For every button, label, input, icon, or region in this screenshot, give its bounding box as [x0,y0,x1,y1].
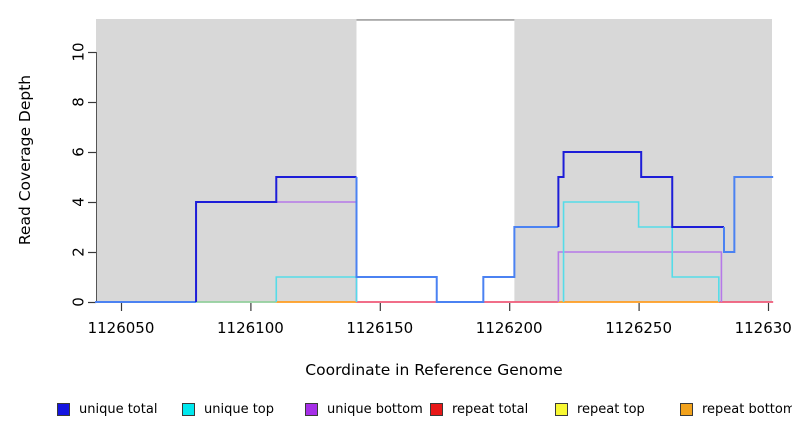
legend-swatch-icon [57,402,70,416]
series-line-unique-total [723,176,774,253]
legend-item-unique-total: unique total [57,400,157,418]
legend-swatch-icon [305,402,318,416]
y-tick-label: 2 [69,247,87,257]
y-tick-label: 4 [69,197,87,207]
y-axis-title: Read Coverage Depth [16,75,34,245]
x-tick-label: 1126200 [476,319,543,337]
series-line-unique-top [562,201,720,302]
legend-item-repeat-top: repeat top [555,400,645,418]
series-line-unique-total [557,151,725,228]
series-line-unique-bottom [557,251,723,302]
series-line-unique-total [355,177,559,303]
x-tick-label: 1126300 [735,319,792,337]
series-line-unique-total [195,176,357,302]
legend-item-unique-bottom: unique bottom [305,400,423,418]
x-axis-title: Coordinate in Reference Genome [305,361,562,379]
chart-legend: unique total unique top unique bottom repea… [0,396,792,426]
legend-label: repeat top [577,401,645,417]
x-tick-label: 1126250 [605,319,672,337]
legend-label: unique bottom [327,401,423,417]
legend-label: repeat bottom [702,401,792,417]
legend-item-repeat-total: repeat total [430,400,528,418]
series-line-unique-top [275,276,358,302]
x-tick-label: 1126100 [217,319,284,337]
legend-label: repeat total [452,401,529,417]
chart-layer: 0 2 4 6 8 10 1126050 1126100 1126150 1126200 11262… [69,19,792,337]
legend-swatch-icon [555,402,568,416]
legend-label: unique total [79,401,158,417]
legend-swatch-icon [680,402,693,416]
highlight-region [356,20,515,302]
y-tick-label: 6 [69,147,87,157]
legend-swatch-icon [430,402,443,416]
x-tick-label: 1126150 [346,319,413,337]
y-tick-label: 10 [69,42,87,61]
y-tick-label: 8 [69,97,87,107]
legend-item-repeat-bottom: repeat bottom [680,400,792,418]
legend-item-unique-top: unique top [182,400,274,418]
y-tick-label: 0 [69,297,87,307]
x-tick-label: 1126050 [88,319,155,337]
legend-label: unique top [204,401,275,417]
legend-swatch-icon [182,402,195,416]
